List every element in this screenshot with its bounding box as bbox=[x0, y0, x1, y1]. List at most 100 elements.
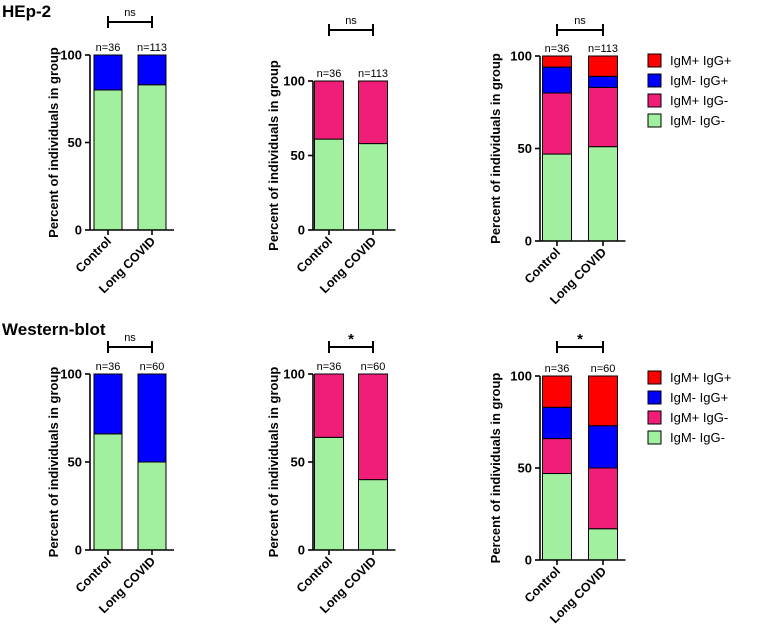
panel3-ytick-label: 50 bbox=[518, 141, 532, 156]
panel2-sig-label: ns bbox=[345, 15, 357, 27]
section-title-hep2: HEp-2 bbox=[2, 2, 52, 21]
panel3-legend-swatch bbox=[647, 113, 662, 128]
panel2-bar-long-covid-seriesneg1 bbox=[358, 80, 388, 145]
panel1-y-axis-label: Percent of individuals in group bbox=[46, 47, 61, 238]
panel5-bar-long-covid-seriesneg0 bbox=[358, 479, 388, 551]
panel6-bar-control-igmpos-iggpos bbox=[542, 375, 572, 408]
section-title-western-blot: Western-blot bbox=[2, 320, 106, 339]
panel6-legend-swatch bbox=[647, 430, 662, 445]
panel5-bar-long-covid-seriesneg1 bbox=[358, 373, 388, 481]
panel6-bar-control-igmneg-iggpos bbox=[542, 406, 572, 440]
panel5-sig-label: * bbox=[348, 331, 354, 348]
panel1-sig-label: ns bbox=[124, 7, 136, 19]
panel2-n-label: n=36 bbox=[317, 68, 342, 80]
panel4-ytick-label: 100 bbox=[60, 367, 82, 382]
panel3-n-label: n=113 bbox=[588, 43, 618, 55]
panel2-y-axis-label: Percent of individuals in group bbox=[266, 60, 281, 251]
panel6-ytick-label: 50 bbox=[518, 461, 532, 476]
panel5-ytick-label: 50 bbox=[291, 455, 305, 470]
panel1-n-label: n=113 bbox=[137, 42, 167, 54]
panel6-xtick-label-control: Control bbox=[522, 564, 563, 605]
panel5-n-label: n=60 bbox=[361, 361, 386, 373]
panel3-bar-long-covid-igmpos-iggneg bbox=[588, 86, 618, 148]
panel4-bar-control-seriesneg1 bbox=[93, 373, 123, 435]
panel4-bar-control-seriesneg0 bbox=[93, 433, 123, 551]
panel4-n-label: n=36 bbox=[96, 361, 121, 373]
panel6-legend-label: IgM+ IgG+ bbox=[670, 370, 731, 385]
panel3-bar-control-igmneg-iggpos bbox=[542, 66, 572, 94]
panel5-ytick-label: 100 bbox=[283, 367, 305, 382]
panel3-n-label: n=36 bbox=[545, 43, 570, 55]
panel2-bar-control-seriesneg1 bbox=[314, 80, 344, 140]
panel3-legend-swatch bbox=[647, 73, 662, 88]
panel2-ytick-label: 50 bbox=[291, 148, 305, 163]
panel3-ytick-label: 100 bbox=[510, 49, 532, 64]
panel3-legend-label: IgM- IgG+ bbox=[670, 73, 728, 88]
panel4-bar-long-covid-seriesneg1 bbox=[137, 373, 167, 463]
panel2-n-label: n=113 bbox=[358, 68, 388, 80]
panel6-bar-long-covid-igmneg-iggneg bbox=[588, 528, 618, 561]
panel1-ytick-label: 0 bbox=[75, 223, 82, 238]
panel1-xtick-label-control: Control bbox=[73, 234, 114, 275]
panel6-n-label: n=36 bbox=[545, 363, 570, 375]
panel6-legend-label: IgM- IgG- bbox=[670, 430, 725, 445]
panel6-sig-label: * bbox=[577, 331, 583, 348]
panel4-sig-label: ns bbox=[124, 332, 136, 344]
panel3-ytick-label: 0 bbox=[525, 234, 532, 249]
panel5-ytick-label: 0 bbox=[298, 543, 305, 558]
panel5-n-label: n=36 bbox=[317, 361, 342, 373]
panel3-bar-long-covid-igmneg-iggneg bbox=[588, 146, 618, 242]
panel6-bar-control-igmpos-iggneg bbox=[542, 438, 572, 475]
panel3-xtick-label-control: Control bbox=[522, 245, 563, 286]
panel3-bar-long-covid-igmpos-iggpos bbox=[588, 55, 618, 77]
panel3-legend-swatch bbox=[647, 53, 662, 68]
panel6-ytick-label: 0 bbox=[525, 553, 532, 568]
panel2-ytick-label: 0 bbox=[298, 223, 305, 238]
panel2-bar-long-covid-seriesneg0 bbox=[358, 143, 388, 231]
panel3-legend-swatch bbox=[647, 93, 662, 108]
panel2-ytick-label: 100 bbox=[283, 74, 305, 89]
panel5-bar-control-seriesneg1 bbox=[314, 373, 344, 438]
panel3-sig-label: ns bbox=[574, 15, 586, 27]
panel5-bar-control-seriesneg0 bbox=[314, 436, 344, 551]
panel6-legend-swatch bbox=[647, 410, 662, 425]
panel4-n-label: n=60 bbox=[140, 361, 165, 373]
panel2-bar-control-seriesneg0 bbox=[314, 138, 344, 231]
panel1-bar-long-covid-seriesneg1 bbox=[137, 54, 167, 86]
panel1-bar-control-seriesneg1 bbox=[93, 54, 123, 91]
panel1-bar-control-seriesneg0 bbox=[93, 89, 123, 231]
panel6-legend-label: IgM+ IgG- bbox=[670, 410, 728, 425]
panel4-y-axis-label: Percent of individuals in group bbox=[46, 367, 61, 558]
panel6-bar-long-covid-igmpos-iggpos bbox=[588, 375, 618, 427]
panel3-bar-control-igmneg-iggneg bbox=[542, 153, 572, 242]
panel1-ytick-label: 100 bbox=[60, 48, 82, 63]
panel5-xtick-label-control: Control bbox=[294, 554, 335, 595]
panel3-bar-long-covid-igmneg-iggpos bbox=[588, 75, 618, 88]
panel1-ytick-label: 50 bbox=[68, 135, 82, 150]
panel6-legend-swatch bbox=[647, 370, 662, 385]
panel3-legend-label: IgM+ IgG+ bbox=[670, 53, 731, 68]
panel6-legend-label: IgM- IgG+ bbox=[670, 390, 728, 405]
panel6-ytick-label: 100 bbox=[510, 369, 532, 384]
panel6-bar-long-covid-igmneg-iggpos bbox=[588, 425, 618, 469]
panel3-bar-control-igmpos-iggneg bbox=[542, 92, 572, 155]
panel3-y-axis-label: Percent of individuals in group bbox=[488, 53, 503, 244]
panel2-xtick-label-control: Control bbox=[294, 234, 335, 275]
panel1-n-label: n=36 bbox=[96, 42, 121, 54]
panel3-legend-label: IgM- IgG- bbox=[670, 113, 725, 128]
panel1-bar-long-covid-seriesneg0 bbox=[137, 84, 167, 231]
panel4-xtick-label-control: Control bbox=[73, 554, 114, 595]
panel4-ytick-label: 50 bbox=[68, 455, 82, 470]
panel5-y-axis-label: Percent of individuals in group bbox=[266, 367, 281, 558]
panel6-n-label: n=60 bbox=[591, 363, 616, 375]
panel6-bar-control-igmneg-iggneg bbox=[542, 473, 572, 561]
panel4-bar-long-covid-seriesneg0 bbox=[137, 461, 167, 551]
panel3-legend-label: IgM+ IgG- bbox=[670, 93, 728, 108]
panel6-legend-swatch bbox=[647, 390, 662, 405]
panel3-bar-control-igmpos-iggpos bbox=[542, 55, 572, 68]
panel6-bar-long-covid-igmpos-iggneg bbox=[588, 467, 618, 530]
panel4-ytick-label: 0 bbox=[75, 543, 82, 558]
panel6-y-axis-label: Percent of individuals in group bbox=[488, 373, 503, 564]
